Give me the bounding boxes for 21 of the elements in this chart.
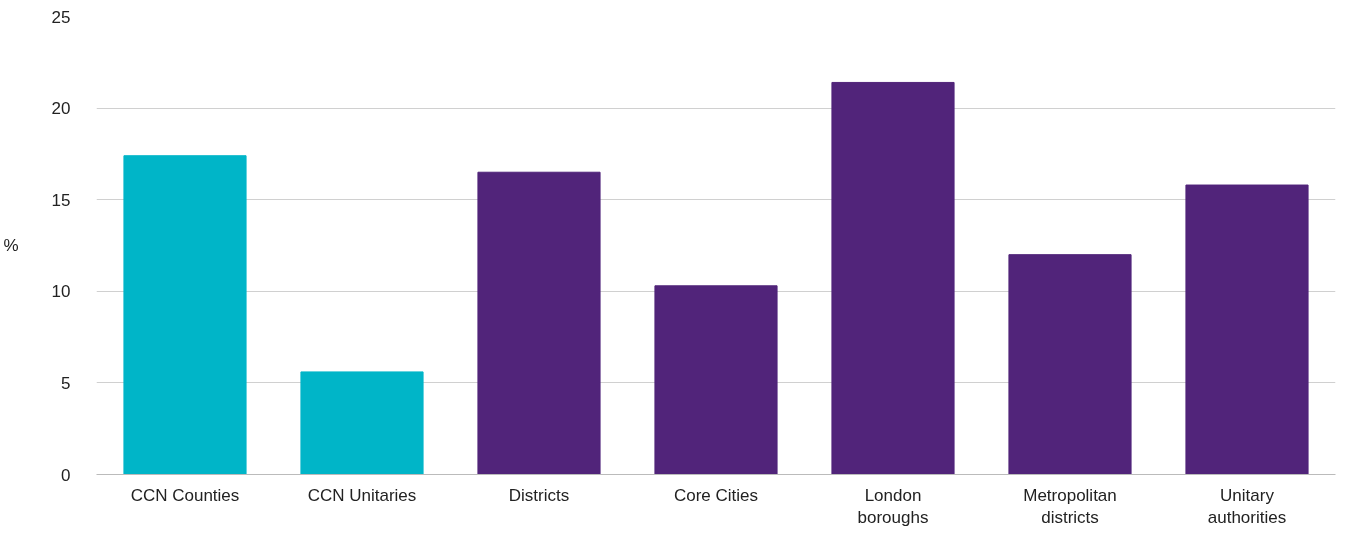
y-tick-label: 20 [51,99,71,119]
bar [1185,184,1309,475]
x-tick-label: CCN Unitaries [307,485,417,505]
y-tick-label: 15 [51,190,71,210]
x-tick-label: Districts [508,485,570,505]
bar [654,285,778,475]
y-tick-label: 0 [61,465,71,485]
bar [1008,254,1132,475]
bar [123,155,247,475]
y-tick-label: 10 [51,282,71,302]
bar [477,171,601,475]
bar [300,371,424,475]
x-tick-label: Core Cities [673,485,759,505]
x-tick-label: CCN Counties [130,485,240,505]
x-tick-label: Unitary authorities [1207,485,1287,528]
bar [831,81,955,475]
x-tick-label: London boroughs [857,485,929,528]
x-tick-label: Metropolitan districts [1023,485,1117,528]
y-axis-title: % [3,236,19,255]
y-tick-label: 25 [51,7,71,27]
y-tick-label: 5 [61,373,71,393]
